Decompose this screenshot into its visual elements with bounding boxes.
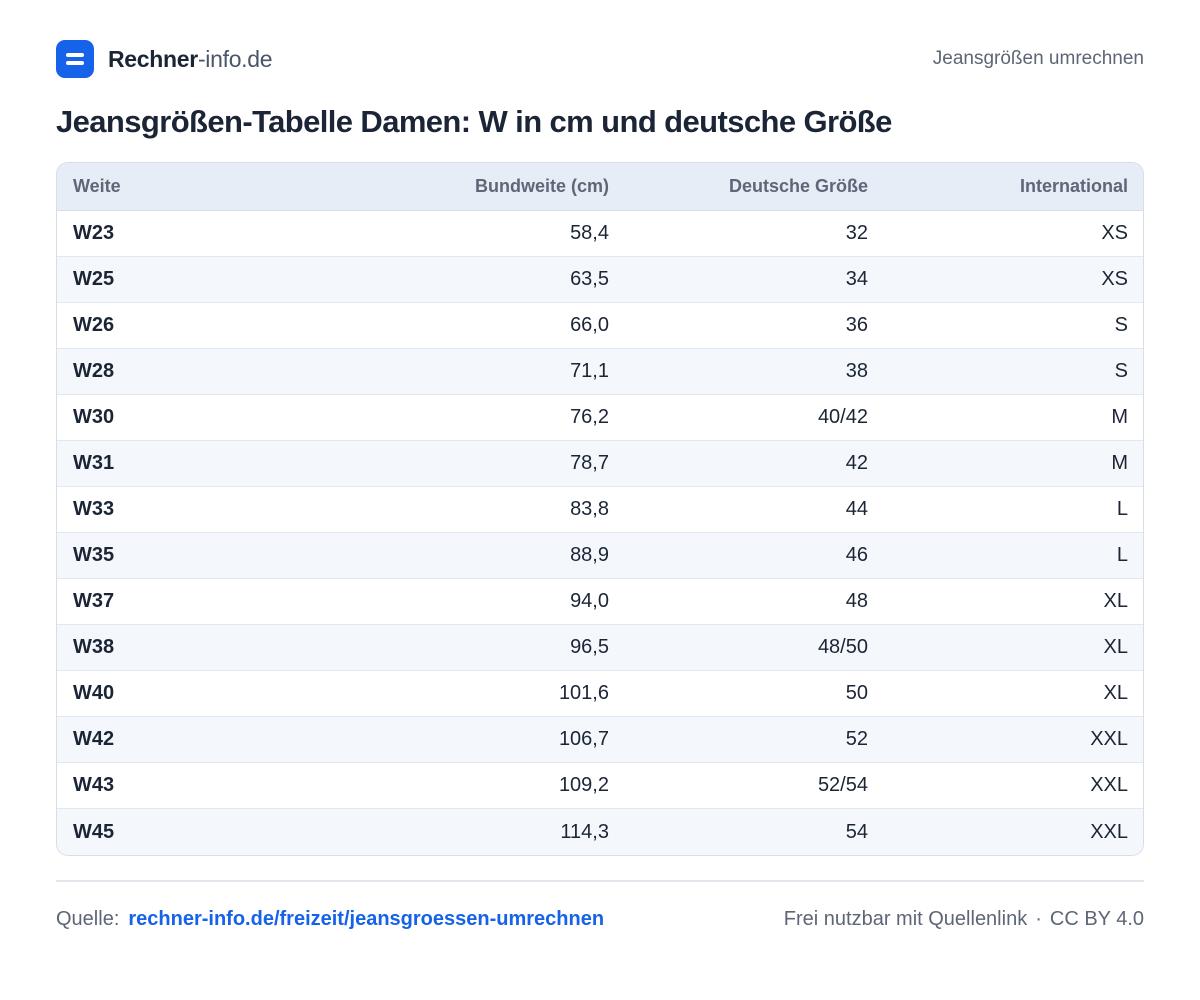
cell-weite: W30	[73, 406, 115, 428]
cell-bundweite: 66,0	[570, 314, 609, 336]
license-text: Frei nutzbar mit Quellenlink	[783, 907, 1028, 930]
cell-bundweite: 94,0	[570, 590, 609, 612]
license-name: CC BY 4.0	[1049, 907, 1144, 930]
cell-weite: W43	[73, 774, 115, 796]
cell-bundweite: 101,6	[558, 682, 609, 704]
cell-deutsche-groesse: 38	[845, 360, 868, 382]
cell-weite: W25	[73, 268, 115, 290]
footer-license: Frei nutzbar mit Quellenlink · CC BY 4.0	[784, 908, 1144, 931]
table-row: W42 106,7 52 XXL	[57, 717, 1143, 763]
cell-international: XXL	[1090, 820, 1128, 843]
cell-international: M	[1111, 406, 1128, 428]
cell-weite: W40	[73, 682, 115, 704]
brand-name: Rechner-info.de	[108, 45, 273, 73]
cell-deutsche-groesse: 52/54	[817, 774, 868, 796]
cell-international: XL	[1103, 682, 1128, 704]
table-row: W26 66,0 36 S	[57, 303, 1143, 349]
source-label: Quelle:	[56, 907, 120, 930]
column-header-deutsche-groesse: Deutsche Größe	[728, 176, 868, 196]
cell-weite: W28	[73, 360, 115, 382]
table-body: W23 58,4 32 XS W25 63,5 34 XS W26 66,0 36 S W28 71,1 3…	[57, 211, 1143, 855]
size-table: Weite Bundweite (cm) Deutsche Größe Inte…	[56, 162, 1144, 856]
table-row: W28 71,1 38 S	[57, 349, 1143, 395]
cell-bundweite: 96,5	[570, 636, 609, 658]
cell-weite: W38	[73, 636, 115, 658]
cell-deutsche-groesse: 42	[845, 452, 868, 474]
cell-international: XL	[1103, 636, 1128, 658]
cell-bundweite: 106,7	[558, 728, 609, 750]
cell-deutsche-groesse: 32	[845, 222, 868, 244]
table-row: W38 96,5 48/50 XL	[57, 625, 1143, 671]
cell-weite: W37	[73, 590, 115, 612]
cell-bundweite: 76,2	[570, 406, 609, 428]
table-row: W37 94,0 48 XL	[57, 579, 1143, 625]
table-row: W40 101,6 50 XL	[57, 671, 1143, 717]
cell-bundweite: 63,5	[570, 268, 609, 290]
cell-deutsche-groesse: 44	[845, 498, 868, 520]
cell-weite: W31	[73, 452, 115, 474]
cell-international: L	[1116, 544, 1128, 566]
cell-international: L	[1116, 498, 1128, 520]
cell-bundweite: 78,7	[570, 452, 609, 474]
table-row: W45 114,3 54 XXL	[57, 809, 1143, 855]
cell-bundweite: 71,1	[570, 360, 609, 382]
brand[interactable]: Rechner-info.de	[56, 40, 273, 78]
logo-icon	[56, 40, 94, 78]
brand-name-light: -info.de	[197, 45, 273, 72]
cell-deutsche-groesse: 36	[845, 314, 868, 336]
cell-bundweite: 58,4	[570, 222, 609, 244]
cell-international: M	[1111, 452, 1128, 474]
license-separator: ·	[1035, 907, 1042, 930]
cell-deutsche-groesse: 40/42	[817, 406, 868, 428]
cell-weite: W35	[73, 544, 115, 566]
table-row: W33 83,8 44 L	[57, 487, 1143, 533]
cell-international: XL	[1103, 590, 1128, 612]
cell-weite: W42	[73, 728, 115, 750]
table-row: W35 88,9 46 L	[57, 533, 1143, 579]
header-page-label: Jeansgrößen umrechnen	[932, 48, 1144, 69]
cell-international: XS	[1101, 268, 1128, 290]
table-row: W31 78,7 42 M	[57, 441, 1143, 487]
cell-weite: W26	[73, 314, 115, 336]
cell-bundweite: 114,3	[560, 820, 609, 843]
table-row: W25 63,5 34 XS	[57, 257, 1143, 303]
cell-bundweite: 88,9	[570, 544, 609, 566]
cell-weite: W23	[73, 222, 115, 244]
cell-bundweite: 109,2	[558, 774, 609, 796]
footer-source: Quelle: rechner-info.de/freizeit/jeansgro…	[56, 908, 604, 931]
cell-deutsche-groesse: 52	[845, 728, 868, 750]
cell-international: XXL	[1090, 728, 1128, 750]
cell-deutsche-groesse: 48/50	[817, 636, 868, 658]
column-header-bundweite: Bundweite (cm)	[474, 176, 609, 196]
table-row: W43 109,2 52/54 XXL	[57, 763, 1143, 809]
source-link[interactable]: rechner-info.de/freizeit/jeansgroessen-u…	[128, 907, 605, 930]
cell-international: XS	[1101, 222, 1128, 244]
cell-weite: W33	[73, 498, 115, 520]
column-header-weite: Weite	[73, 176, 121, 196]
cell-weite: W45	[73, 820, 115, 843]
cell-deutsche-groesse: 50	[845, 682, 868, 704]
cell-deutsche-groesse: 46	[845, 544, 868, 566]
page-title: Jeansgrößen-Tabelle Damen: W in cm und d…	[56, 104, 892, 139]
table-row: W23 58,4 32 XS	[57, 211, 1143, 257]
brand-name-bold: Rechner	[108, 45, 198, 72]
footer: Quelle: rechner-info.de/freizeit/jeansgro…	[56, 905, 1144, 933]
column-header-international: International	[1019, 176, 1128, 196]
cell-international: S	[1114, 360, 1128, 382]
footer-divider	[56, 880, 1144, 882]
cell-deutsche-groesse: 48	[845, 590, 868, 612]
site-header: Rechner-info.de Jeansgrößen umrechnen	[56, 40, 1144, 78]
table-row: W30 76,2 40/42 M	[57, 395, 1143, 441]
cell-international: S	[1114, 314, 1128, 336]
table-header: Weite Bundweite (cm) Deutsche Größe Inte…	[57, 163, 1143, 211]
cell-international: XXL	[1090, 774, 1128, 796]
cell-deutsche-groesse: 54	[845, 820, 868, 843]
cell-bundweite: 83,8	[570, 498, 609, 520]
cell-deutsche-groesse: 34	[845, 268, 868, 290]
